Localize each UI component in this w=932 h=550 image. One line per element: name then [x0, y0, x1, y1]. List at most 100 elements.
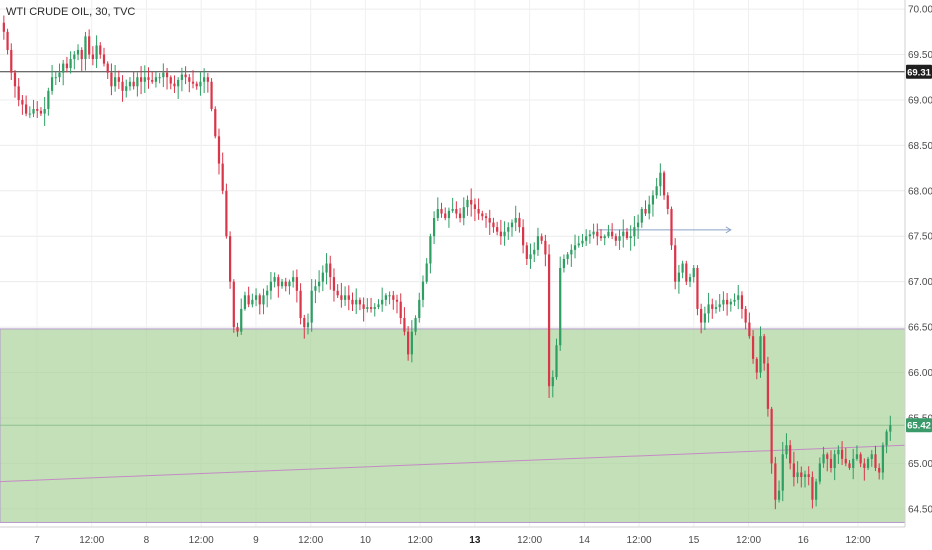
candle-body	[525, 245, 528, 259]
current-price-tag: 65.42	[907, 421, 931, 432]
candle-body	[614, 236, 617, 241]
candle-body	[217, 136, 221, 164]
candle-body	[670, 208, 673, 246]
candle-body	[299, 290, 302, 319]
candle-body	[125, 86, 128, 91]
candle-body	[336, 290, 339, 296]
candle-body	[403, 318, 406, 332]
candle-body	[685, 263, 688, 282]
x-tick-label: 10	[360, 535, 372, 546]
arrow-head	[725, 226, 732, 234]
candle-body	[837, 449, 840, 455]
candle-body	[844, 458, 847, 464]
candle-body	[751, 336, 755, 359]
candle-body	[633, 227, 636, 237]
x-tick-label: 12:00	[736, 535, 761, 546]
candle-body	[458, 213, 462, 219]
candle-body	[258, 295, 261, 305]
candle-body	[659, 172, 662, 187]
candle-body	[236, 327, 239, 332]
candle-body	[39, 110, 43, 114]
candle-body	[407, 331, 410, 355]
candle-body	[829, 458, 833, 468]
y-tick-label: 64.50	[908, 504, 932, 515]
candle-body	[755, 358, 758, 373]
candle-body	[366, 307, 369, 309]
candle-body	[318, 281, 321, 287]
candle-body	[536, 236, 540, 250]
candle-body	[855, 454, 859, 459]
candle-body	[607, 231, 610, 237]
candle-body	[214, 109, 217, 137]
candle-body	[462, 207, 465, 219]
y-tick-label: 67.00	[908, 277, 932, 288]
candle-body	[492, 222, 495, 228]
candle-body	[32, 109, 35, 114]
candle-body	[711, 304, 714, 309]
candle-body	[254, 295, 258, 300]
candle-body	[436, 208, 439, 219]
candle-body	[596, 231, 599, 237]
candle-body	[681, 263, 684, 273]
candle-body	[455, 208, 458, 214]
candle-body	[733, 299, 736, 302]
candle-body	[195, 83, 198, 87]
candle-body	[559, 268, 562, 346]
candle-body	[481, 213, 484, 217]
candle-body	[321, 272, 324, 282]
x-tick-label: 13	[469, 535, 481, 546]
candle-body	[206, 77, 209, 82]
candle-body	[648, 204, 651, 214]
candle-body	[740, 295, 744, 309]
y-tick-label: 69.00	[908, 95, 932, 106]
candle-body	[636, 222, 640, 228]
candle-body	[878, 467, 881, 473]
candle-body	[737, 295, 740, 300]
candle-body	[247, 295, 250, 305]
candle-body	[555, 345, 558, 378]
current-price-tag-bg	[906, 418, 932, 433]
candle-body	[117, 77, 120, 82]
candle-body	[421, 281, 425, 300]
chart-title: WTI CRUDE OIL, 30, TVC	[6, 6, 135, 18]
candle-body	[692, 268, 695, 278]
candle-body	[165, 72, 169, 78]
x-tick-label: 14	[579, 535, 591, 546]
candle-body	[477, 208, 480, 214]
candle-body	[644, 208, 647, 214]
candle-body	[28, 113, 31, 115]
candle-body	[58, 72, 61, 78]
candle-body	[306, 322, 310, 328]
candle-body	[625, 231, 629, 239]
candle-body	[343, 295, 347, 300]
candle-body	[132, 81, 135, 87]
candle-body	[36, 109, 39, 111]
candle-body	[221, 163, 224, 191]
candle-body	[418, 299, 421, 319]
y-tick-label: 66.50	[908, 323, 932, 334]
candle-body	[292, 277, 295, 282]
candle-body	[718, 304, 721, 308]
candle-body	[570, 249, 573, 255]
candle-body	[577, 243, 580, 246]
candle-body	[136, 77, 139, 87]
candle-body	[76, 49, 80, 55]
candle-body	[592, 231, 595, 235]
trend-line	[0, 444, 906, 483]
candle-body	[818, 463, 821, 482]
candle-body	[347, 295, 350, 300]
candle-body	[325, 263, 328, 273]
candle-body	[774, 463, 777, 500]
candle-body	[826, 454, 829, 459]
candle-body	[139, 77, 143, 82]
candle-body	[106, 63, 109, 73]
x-tick-label: 12:00	[408, 535, 433, 546]
candle-body	[729, 301, 732, 305]
candle-body	[666, 195, 669, 209]
candle-body	[599, 236, 603, 239]
candle-body	[54, 77, 57, 79]
candle-body	[881, 445, 885, 473]
candle-body	[180, 74, 183, 80]
candle-body	[518, 218, 521, 228]
